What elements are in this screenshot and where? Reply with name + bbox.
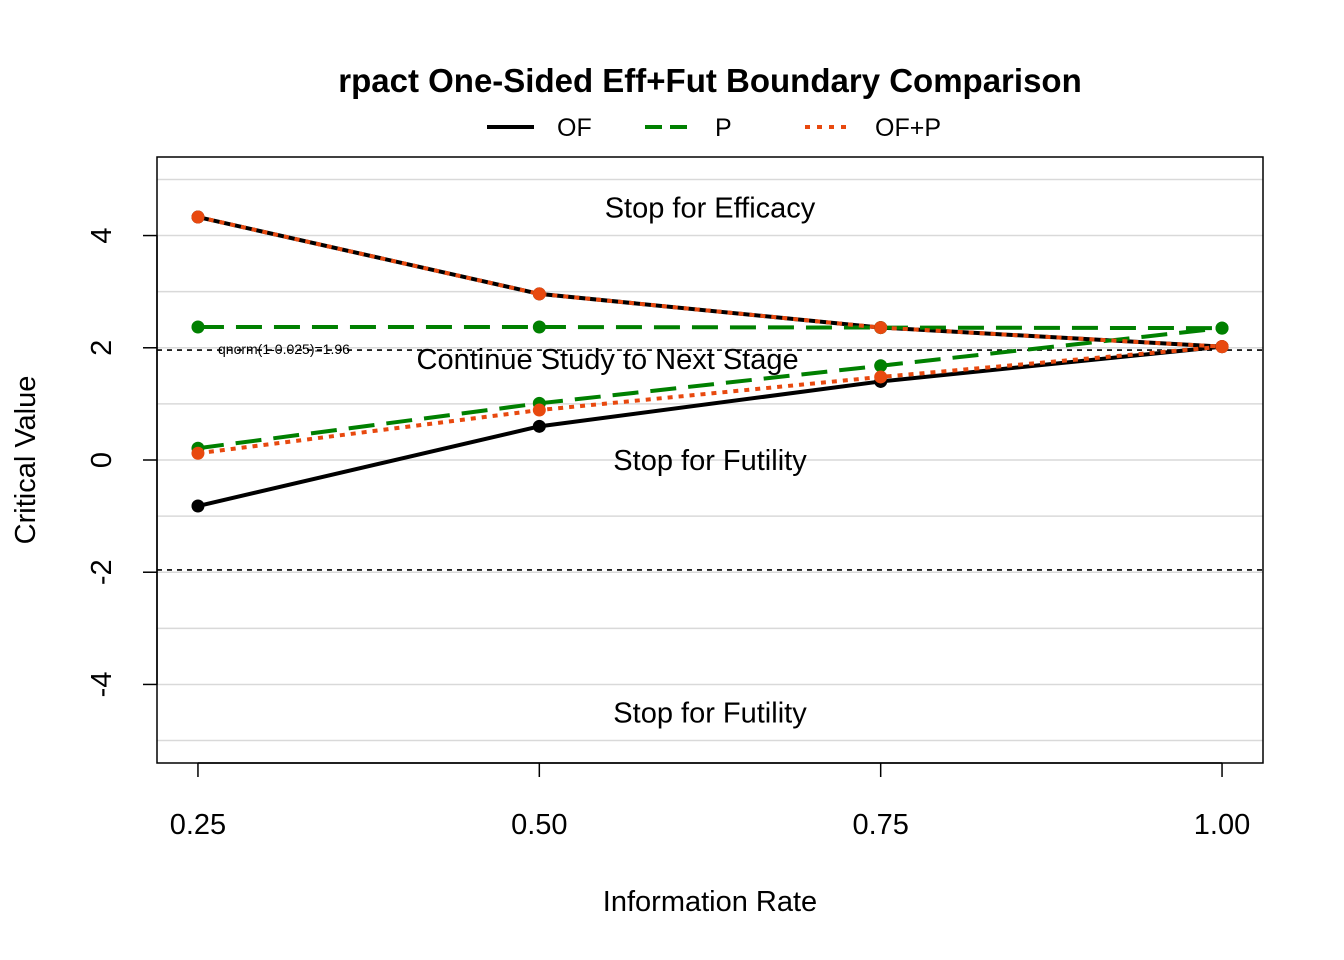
x-tick-label-2: 0.75 [852,809,908,841]
series-0-futility-point-0 [191,499,205,513]
region-annotation-3: Stop for Futility [613,698,807,730]
x-tick-label-3: 1.00 [1194,809,1250,841]
series-2-efficacy-point-2 [874,321,888,335]
chart-title: rpact One-Sided Eff+Fut Boundary Compari… [338,62,1081,99]
series-2-efficacy-point-1 [532,287,546,301]
x-tick-label-0: 0.25 [170,809,226,841]
series-2-efficacy-point-0 [191,210,205,224]
series-1-efficacy-point-0 [191,320,205,334]
series-0-futility-point-1 [532,419,546,433]
x-tick-label-1: 0.50 [511,809,567,841]
series-layer [191,210,1229,513]
series-2-futility-point-3 [1215,340,1229,354]
series-1-efficacy-line [197,325,1223,331]
y-axis: -4 -2 0 2 4 [86,227,158,698]
gridlines [157,178,1263,742]
annotations: Stop for Efficacy Continue Study to Next … [417,193,816,730]
legend-label-2: OF+P [875,114,941,142]
series-0-futility-line [197,344,1223,508]
y-tick-label-0: -4 [86,672,118,698]
series-1-efficacy-point-1 [532,320,546,334]
series-2-futility-point-2 [874,370,888,384]
legend-label-0: OF [557,114,592,142]
series-2-futility-line [197,344,1223,456]
region-annotation-0: Stop for Efficacy [605,193,816,225]
series-1-futility-point-3 [1215,321,1229,335]
series-2-efficacy-line [197,215,1223,349]
reference-lines: qnorm(1-0.025)=1.96 [157,341,1263,571]
series-1-futility-point-2 [874,359,888,373]
x-axis: 0.25 0.50 0.75 1.00 [170,762,1250,841]
region-annotation-2: Stop for Futility [613,445,807,477]
y-tick-label-2: 0 [86,452,118,468]
reference-line-label-0: qnorm(1-0.025)=1.96 [218,341,350,357]
series-2-futility-point-1 [532,403,546,417]
legend-label-1: P [715,114,732,142]
region-annotation-1: Continue Study to Next Stage [417,344,799,376]
series-1-futility-line [197,326,1223,451]
series-2-futility-point-0 [191,446,205,460]
y-tick-label-3: 2 [86,340,118,356]
x-axis-label: Information Rate [603,886,817,918]
y-tick-label-1: -2 [86,559,118,585]
legend: OF P OF+P [487,114,941,142]
y-tick-label-4: 4 [86,227,118,243]
y-axis-label: Critical Value [10,376,42,545]
